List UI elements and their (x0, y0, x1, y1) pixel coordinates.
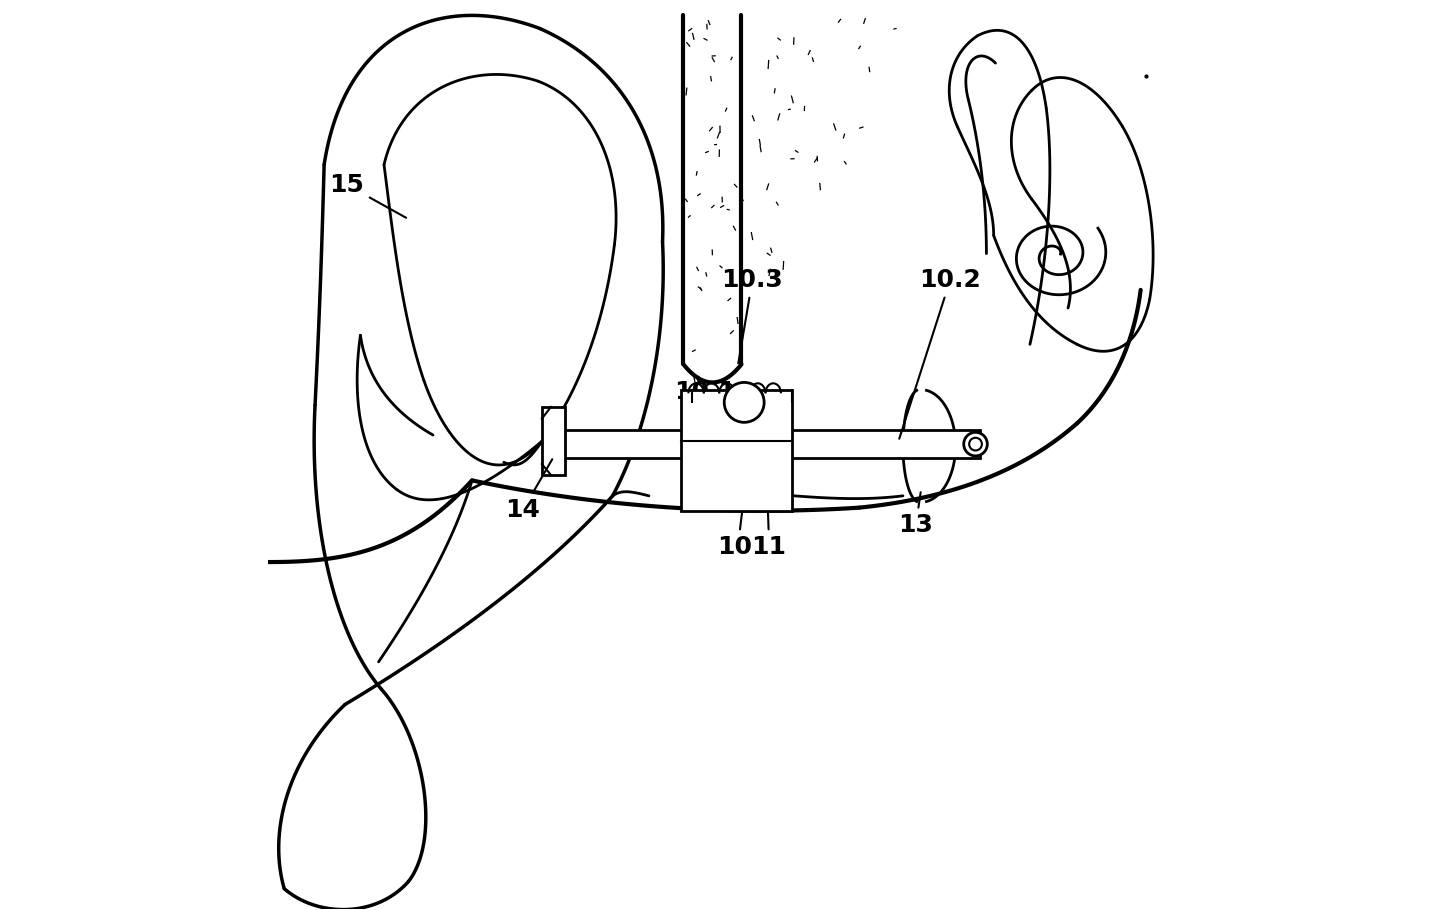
Text: 10.2: 10.2 (899, 268, 981, 439)
Text: 15: 15 (329, 173, 405, 217)
Text: 10.1: 10.1 (674, 379, 736, 454)
Text: 11: 11 (752, 535, 786, 559)
Circle shape (724, 382, 765, 422)
Text: 10: 10 (717, 535, 753, 559)
Bar (560, 430, 980, 458)
Circle shape (964, 432, 987, 456)
Bar (543, 407, 566, 475)
Text: 13: 13 (899, 492, 934, 537)
Text: 10.3: 10.3 (722, 268, 784, 363)
Text: 14: 14 (505, 460, 553, 521)
Bar (681, 389, 792, 511)
Circle shape (970, 438, 981, 450)
